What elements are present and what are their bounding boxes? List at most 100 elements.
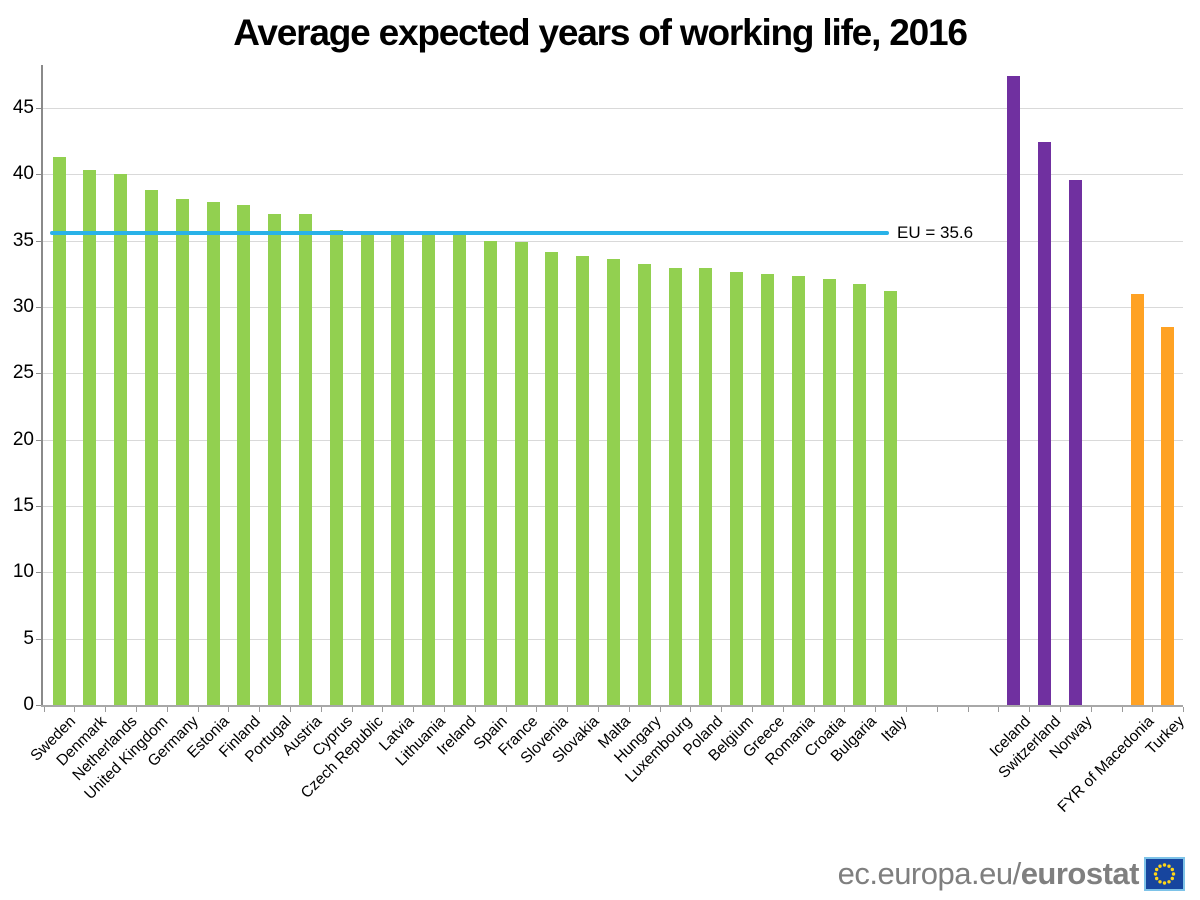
bar-finland bbox=[237, 204, 251, 705]
bar-poland bbox=[699, 268, 713, 705]
bar-spain bbox=[483, 240, 497, 705]
x-axis-tick-18 bbox=[598, 707, 599, 712]
x-axis-tick-9 bbox=[320, 707, 322, 712]
x-axis-tick-1 bbox=[74, 707, 76, 712]
bar-malta bbox=[606, 259, 620, 705]
bar-norway bbox=[1068, 179, 1082, 705]
bar-austria bbox=[298, 214, 312, 705]
x-axis-tick-35 bbox=[1121, 707, 1123, 712]
x-axis-tick-36 bbox=[1152, 707, 1154, 712]
y-axis-label-25: 25 bbox=[12, 362, 34, 384]
bar-lithuania bbox=[422, 233, 436, 705]
bar-portugal bbox=[268, 214, 282, 705]
y-axis-label-40: 40 bbox=[12, 163, 34, 185]
y-axis-tick-20 bbox=[36, 439, 42, 441]
bar-bulgaria bbox=[853, 284, 867, 705]
eurostat-footer: ec.europa.eu/eurostat bbox=[838, 856, 1185, 892]
bar-slovenia bbox=[545, 252, 559, 705]
x-axis-tick-13 bbox=[444, 707, 445, 712]
bar-estonia bbox=[206, 202, 220, 705]
x-axis-tick-31 bbox=[998, 707, 1000, 712]
x-axis-tick-29 bbox=[936, 707, 938, 712]
bar-iceland bbox=[1007, 76, 1021, 705]
chart-title: Average expected years of working life, … bbox=[233, 12, 968, 53]
x-axis-tick-20 bbox=[659, 707, 661, 712]
bar-germany bbox=[175, 199, 189, 705]
y-axis-label-35: 35 bbox=[12, 229, 34, 251]
x-axis-tick-27 bbox=[875, 707, 877, 712]
x-axis-tick-12 bbox=[413, 707, 415, 712]
x-axis-tick-4 bbox=[166, 707, 168, 712]
bar-greece bbox=[760, 273, 774, 705]
x-axis-tick-23 bbox=[752, 707, 753, 712]
x-axis-tick-25 bbox=[813, 707, 815, 712]
gridline-40 bbox=[42, 174, 1183, 176]
bar-switzerland bbox=[1038, 142, 1052, 705]
x-axis-tick-16 bbox=[536, 707, 538, 712]
x-axis-tick-2 bbox=[105, 707, 107, 712]
x-axis-tick-26 bbox=[844, 707, 846, 712]
y-axis-tick-25 bbox=[36, 373, 42, 375]
x-axis-tick-11 bbox=[382, 707, 384, 712]
bar-sweden bbox=[52, 156, 66, 705]
y-axis-tick-10 bbox=[36, 572, 42, 574]
y-axis-tick-15 bbox=[36, 505, 42, 507]
x-axis-tick-0 bbox=[43, 707, 45, 712]
y-axis-tick-0 bbox=[36, 705, 42, 706]
bar-turkey bbox=[1161, 326, 1175, 705]
x-axis-line bbox=[41, 705, 1183, 707]
bar-fyr-of-macedonia bbox=[1130, 293, 1144, 705]
bar-france bbox=[514, 241, 528, 705]
x-axis-tick-17 bbox=[567, 707, 569, 712]
y-axis-label-30: 30 bbox=[12, 295, 34, 317]
x-label-italy: Italy bbox=[878, 713, 911, 746]
x-axis-tick-6 bbox=[228, 707, 230, 712]
x-axis-tick-19 bbox=[628, 707, 630, 712]
y-axis-label-0: 0 bbox=[23, 694, 34, 715]
y-axis-label-15: 15 bbox=[12, 494, 34, 516]
x-axis-tick-37 bbox=[1183, 707, 1185, 712]
eu-flag-icon bbox=[1144, 857, 1185, 891]
y-axis-tick-45 bbox=[36, 107, 42, 109]
x-axis-tick-33 bbox=[1060, 707, 1061, 712]
bar-united-kingdom bbox=[144, 190, 158, 705]
x-axis-tick-5 bbox=[197, 707, 199, 712]
bar-hungary bbox=[637, 264, 651, 705]
y-axis-label-10: 10 bbox=[12, 561, 34, 583]
x-axis-tick-21 bbox=[690, 707, 692, 712]
bar-italy bbox=[884, 290, 898, 705]
footer-url-bold: eurostat bbox=[1020, 856, 1140, 891]
bar-latvia bbox=[391, 232, 405, 705]
x-axis-tick-7 bbox=[259, 707, 261, 712]
eu-reference-line bbox=[50, 230, 889, 235]
x-axis-tick-22 bbox=[721, 707, 723, 712]
x-axis-tick-8 bbox=[290, 707, 291, 712]
bar-cyprus bbox=[329, 229, 343, 705]
bar-croatia bbox=[822, 279, 836, 705]
y-axis-label-20: 20 bbox=[12, 428, 34, 450]
x-axis-tick-14 bbox=[474, 707, 476, 712]
x-axis-tick-15 bbox=[505, 707, 507, 712]
x-axis-tick-34 bbox=[1090, 707, 1092, 712]
x-axis-tick-28 bbox=[906, 707, 907, 712]
y-axis-tick-40 bbox=[36, 174, 42, 176]
bar-romania bbox=[791, 276, 805, 705]
x-axis-tick-32 bbox=[1029, 707, 1031, 712]
bar-czech-republic bbox=[360, 232, 374, 705]
gridline-45 bbox=[42, 107, 1183, 109]
bar-denmark bbox=[83, 170, 97, 705]
x-axis-tick-3 bbox=[136, 707, 137, 712]
y-axis-label-45: 45 bbox=[12, 96, 34, 118]
x-axis-tick-10 bbox=[351, 707, 353, 712]
bar-ireland bbox=[452, 235, 466, 705]
bar-belgium bbox=[730, 272, 744, 705]
eu-reference-label: EU = 35.6 bbox=[897, 222, 974, 242]
y-axis-tick-30 bbox=[36, 306, 42, 308]
bar-netherlands bbox=[114, 174, 128, 705]
x-axis-tick-30 bbox=[967, 707, 969, 712]
y-axis-tick-35 bbox=[36, 240, 42, 242]
x-axis-tick-24 bbox=[782, 707, 784, 712]
bar-slovakia bbox=[576, 256, 590, 705]
gridline-35 bbox=[42, 240, 1183, 242]
